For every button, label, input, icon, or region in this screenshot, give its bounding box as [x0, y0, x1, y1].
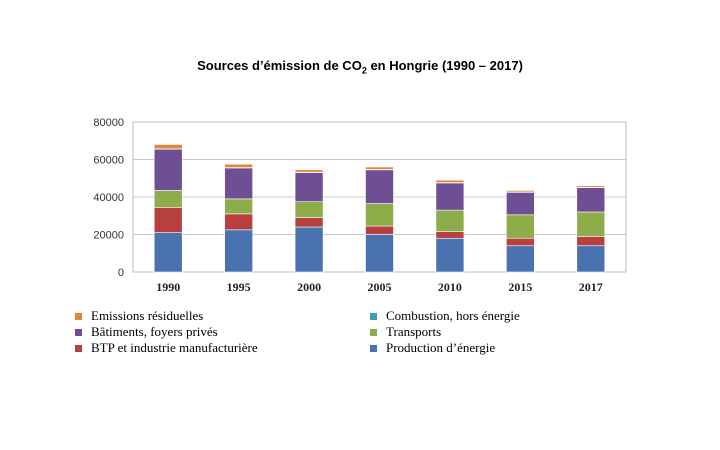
legend-label: Combustion, hors énergie — [386, 308, 520, 323]
bar-segment — [365, 225, 394, 235]
bar-segment — [294, 169, 324, 173]
bar-segment — [224, 213, 253, 231]
bar-segment — [153, 148, 183, 191]
bar-segment — [506, 237, 535, 247]
x-tick-label: 2005 — [368, 280, 392, 294]
legend-swatch — [370, 328, 377, 336]
bar-segment — [506, 190, 535, 193]
bar-segment — [153, 207, 183, 233]
title-main: Sources d’émission de CO — [197, 58, 362, 73]
bar-segment — [224, 163, 253, 168]
bar-segment — [294, 201, 324, 218]
legend-label: Emissions résiduelles — [91, 308, 204, 323]
bar-segment — [365, 166, 394, 170]
y-tick-label: 80000 — [93, 117, 124, 129]
legend-item-combustion: Combustion, hors énergie — [370, 308, 520, 324]
bar-segment — [294, 217, 324, 228]
bar-segment — [365, 169, 394, 204]
bar-segment — [576, 187, 606, 213]
title-tail: en Hongrie (1990 – 2017) — [366, 58, 523, 73]
legend-item-transports: Transports — [370, 324, 441, 340]
bar-segment — [576, 211, 606, 237]
legend-item-btp: BTP et industrie manufacturière — [75, 340, 258, 356]
bar-segment — [435, 182, 465, 211]
y-tick-label: 60000 — [93, 155, 124, 167]
bar-segment — [153, 190, 183, 208]
bar-segment — [294, 172, 324, 202]
bar-segment — [224, 167, 253, 200]
bar-segment — [506, 192, 535, 216]
bar-segment — [435, 209, 465, 232]
legend-label: Transports — [386, 324, 442, 339]
legend-label: Production d’énergie — [386, 340, 496, 355]
legend-swatch — [370, 344, 377, 352]
title-subscript: 2 — [361, 65, 367, 76]
bar-segment — [365, 234, 394, 273]
x-tick-label: 2017 — [579, 280, 603, 294]
bar-segment — [365, 203, 394, 227]
bar-segment — [506, 245, 535, 273]
bar-segment — [576, 245, 606, 273]
legend-swatch — [75, 344, 82, 352]
bar-segment — [435, 231, 465, 239]
legend-label: Bâtiments, foyers privés — [91, 324, 218, 339]
legend-item-emissions-residuelles: Emissions résiduelles — [75, 308, 203, 324]
bar-segment — [435, 237, 465, 273]
chart-title: Sources d’émission de CO2 en Hongrie (19… — [0, 58, 720, 76]
y-tick-label: 0 — [118, 267, 124, 279]
bar-segment — [435, 179, 465, 183]
x-tick-label: 1990 — [156, 280, 180, 294]
bar-segment — [506, 214, 535, 239]
x-tick-label: 2015 — [508, 280, 532, 294]
bar-segment — [224, 198, 253, 215]
bar-segment — [576, 185, 606, 188]
bar-segment — [576, 236, 606, 247]
bar-segment — [153, 144, 183, 150]
y-tick-label: 20000 — [93, 230, 124, 242]
bar-segment — [153, 232, 183, 273]
legend-swatch — [370, 312, 377, 320]
legend-item-batiments: Bâtiments, foyers privés — [75, 324, 218, 340]
legend-swatch — [75, 312, 82, 320]
x-tick-label: 1995 — [227, 280, 251, 294]
legend-label: BTP et industrie manufacturière — [91, 340, 258, 355]
x-tick-label: 2000 — [297, 280, 321, 294]
y-tick-label: 40000 — [93, 192, 124, 204]
legend-item-production: Production d’énergie — [370, 340, 495, 356]
x-tick-label: 2010 — [438, 280, 462, 294]
bar-segment — [224, 229, 253, 273]
legend-swatch — [75, 328, 82, 336]
bar-segment — [294, 226, 324, 273]
